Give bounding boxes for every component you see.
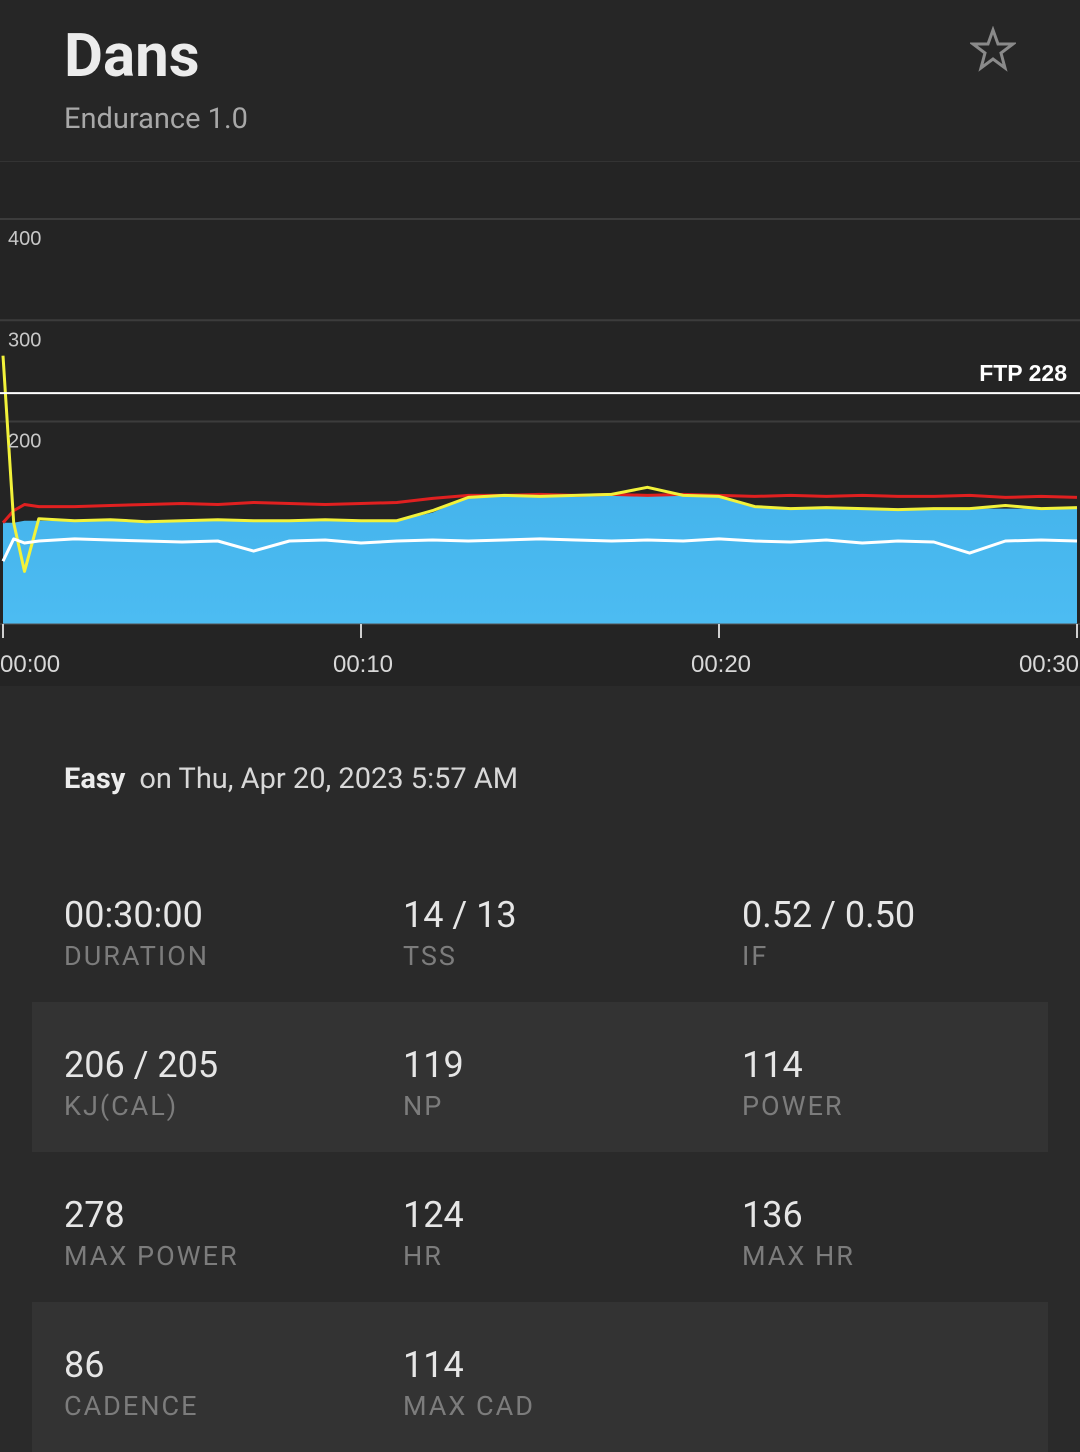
stat-label: TSS	[403, 940, 457, 972]
stat-value: 00:30:00	[64, 894, 203, 936]
difficulty: Easy	[64, 762, 126, 796]
title: Dans	[64, 20, 200, 91]
stat-value: 206 / 205	[64, 1044, 219, 1086]
ftp-label: FTP 228	[979, 360, 1067, 386]
series-line	[1, 537, 1078, 562]
stat-label: CADENCE	[64, 1390, 199, 1422]
stat-value: 86	[64, 1344, 105, 1386]
stat-value: 136	[742, 1194, 803, 1236]
favorite-star[interactable]	[970, 26, 1016, 72]
stat-value: 124	[403, 1194, 464, 1236]
stat-value: 0.52 / 0.50	[742, 894, 916, 936]
stats-row: 00:30:00 DURATION 14 / 13 TSS 0.52 / 0.50 IF	[32, 852, 1048, 1002]
stat-label: MAX POWER	[64, 1240, 239, 1272]
y-tick-label: 200	[8, 431, 41, 453]
stat-value: 278	[64, 1194, 125, 1236]
y-tick-label: 400	[8, 228, 41, 250]
stats-row: 86 CADENCE 114 MAX CAD	[32, 1302, 1048, 1452]
x-tick-label: 00:10	[333, 651, 393, 678]
stat-label: MAX CAD	[403, 1390, 535, 1422]
chart: 200 300 400 FTP 228 00:00 00:10 00:20 00:30	[0, 162, 1080, 686]
stat-value: 14 / 13	[403, 894, 517, 936]
stat-label: MAX HR	[742, 1240, 855, 1272]
subtitle: Endurance 1.0	[64, 102, 248, 136]
ride-date: on Thu, Apr 20, 2023 5:57 AM	[139, 762, 519, 796]
x-tick-label: 00:30	[1019, 651, 1079, 678]
x-tick-label: 00:20	[691, 651, 751, 678]
stat-label: HR	[403, 1240, 443, 1272]
stats-row: 278 MAX POWER 124 HR 136 MAX HR	[32, 1152, 1048, 1302]
stat-value: 119	[403, 1044, 464, 1086]
stat-label: KJ(CAL)	[64, 1090, 179, 1122]
stat-value: 114	[742, 1044, 803, 1086]
stats-row: 206 / 205 KJ(CAL) 119 NP 114 POWER	[32, 1002, 1048, 1152]
target-area	[3, 495, 1077, 624]
ride-info: Easy on Thu, Apr 20, 2023 5:57 AM	[64, 762, 518, 796]
stat-value: 114	[403, 1344, 464, 1386]
header: Dans Endurance 1.0	[0, 0, 1080, 162]
stat-label: IF	[742, 940, 769, 972]
x-tick-label: 00:00	[0, 651, 60, 678]
y-tick-label: 300	[8, 329, 41, 351]
stat-label: POWER	[742, 1090, 844, 1122]
stat-label: NP	[403, 1090, 444, 1122]
stat-label: DURATION	[64, 940, 210, 972]
series-line	[1, 355, 1078, 573]
